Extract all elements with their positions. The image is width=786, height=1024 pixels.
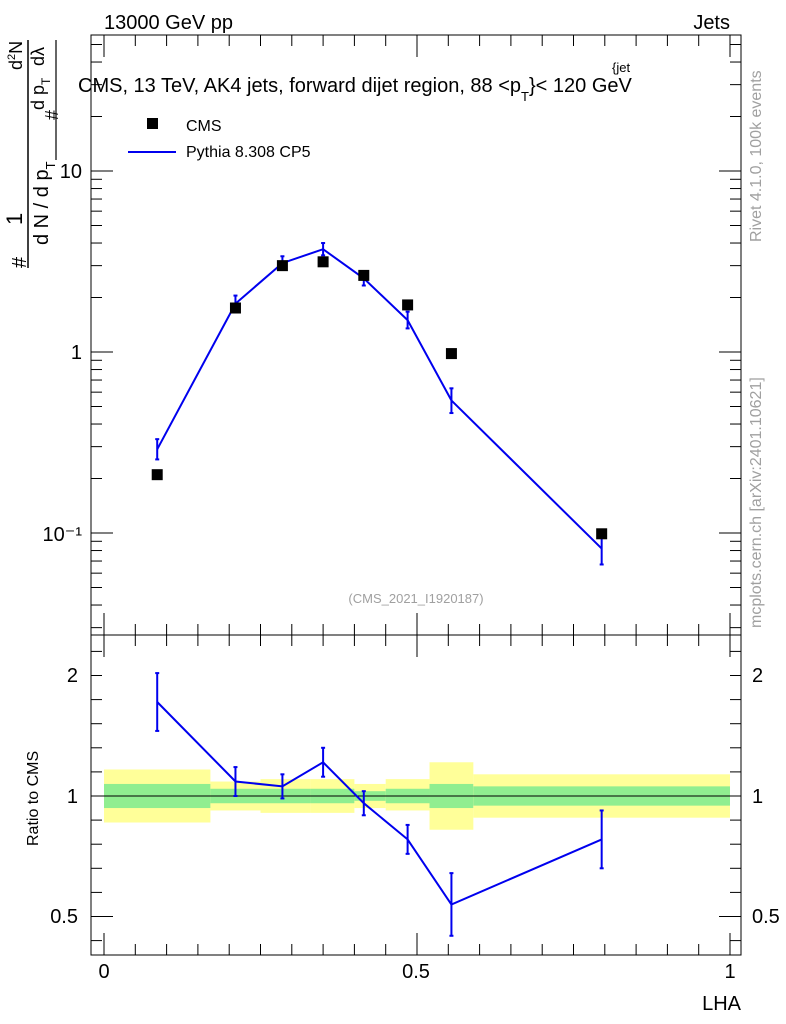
mcplots-label: mcplots.cern.ch [arXiv:2401.10621] <box>748 377 765 628</box>
y-label-dp: d pT <box>28 77 53 110</box>
y-label-one: 1 <box>2 213 27 225</box>
cms-data-point <box>358 269 370 281</box>
y-label-d2N: d2N <box>6 41 26 70</box>
main-ticks <box>91 35 741 635</box>
cms-data-point <box>276 260 288 272</box>
y-label-dN: d N / d pT <box>31 161 58 245</box>
ratio-series <box>155 672 604 937</box>
ratio-y-tick-label-2: 2 <box>67 665 78 687</box>
y-label-dN-main: d N / d p <box>31 169 53 245</box>
ratio-y-tick-label-2-right: 2 <box>752 665 763 687</box>
y-axis-label-main: # 1 d N / d pT # d pT d2N dλ <box>2 40 62 268</box>
y-label-d2N-N: N <box>6 41 26 54</box>
ratio-y-tick-label-1-right: 1 <box>752 786 763 808</box>
chart-title-sup: {jet <box>612 60 630 75</box>
y-label-hash2: # <box>42 110 62 120</box>
chart-title-sub: T <box>521 89 529 104</box>
y-label-hash1: # <box>9 256 31 268</box>
ratio-y-tick-label-0p5: 0.5 <box>50 906 78 928</box>
main-panel: 10 1 10⁻¹ CMS, 13 TeV, AK4 jets, forward… <box>2 34 742 636</box>
cms-data-point <box>445 348 457 360</box>
pythia-line <box>156 248 603 550</box>
cms-data-point <box>317 256 329 268</box>
chart-title: CMS, 13 TeV, AK4 jets, forward dijet reg… <box>78 75 633 104</box>
legend-marker-cms <box>147 118 158 129</box>
y-label-dN-sub: T <box>43 161 58 169</box>
y-label-dlambda: dλ <box>28 47 48 66</box>
x-tick-label-0p5: 0.5 <box>402 961 430 983</box>
legend-label-pythia: Pythia 8.308 CP5 <box>186 144 311 161</box>
x-axis-label: LHA <box>702 993 742 1015</box>
x-tick-label-0: 0 <box>98 961 109 983</box>
y-label-d2N-sup: 2 <box>6 54 18 60</box>
y-label-dp-main: d p <box>28 85 48 110</box>
rivet-version-label: Rivet 4.1.0, 100k events <box>748 70 765 242</box>
ratio-ticks <box>91 635 741 955</box>
header-energy-label: 13000 GeV pp <box>104 12 233 34</box>
ratio-y-axis-label: Ratio to CMS <box>25 751 42 846</box>
y-tick-label-10: 10 <box>60 161 82 183</box>
legend-label-cms: CMS <box>186 118 222 135</box>
header-category-label: Jets <box>693 12 730 34</box>
main-series <box>151 242 608 566</box>
main-tick-labels: 10 1 10⁻¹ <box>43 161 83 546</box>
y-tick-label-1: 1 <box>71 342 82 364</box>
chart-title-main: CMS, 13 TeV, AK4 jets, forward dijet reg… <box>78 75 521 97</box>
legend: CMS Pythia 8.308 CP5 <box>128 118 311 161</box>
ratio-panel: 2 1 0.5 2 1 0.5 0 0.5 1 Ratio to CMS LHA <box>25 634 780 1015</box>
cms-data-point <box>151 469 163 481</box>
y-label-d2N-d: d <box>6 60 26 70</box>
analysis-id: (CMS_2021_I1920187) <box>348 591 483 606</box>
y-tick-label-0p1: 10⁻¹ <box>43 524 83 546</box>
cms-data-point <box>596 528 608 540</box>
ratio-frame <box>90 634 742 956</box>
y-label-dp-sub: T <box>39 77 53 85</box>
x-tick-label-1: 1 <box>724 961 735 983</box>
ratio-y-tick-label-0p5-right: 0.5 <box>752 906 780 928</box>
ratio-y-tick-label-1: 1 <box>67 786 78 808</box>
chart-title-close: }< 120 GeV <box>529 75 633 97</box>
ratio-tick-labels: 2 1 0.5 2 1 0.5 0 0.5 1 <box>50 665 780 983</box>
ratio-pythia-line <box>156 701 603 906</box>
cms-data-point <box>402 299 414 311</box>
cms-data-point <box>229 302 241 314</box>
